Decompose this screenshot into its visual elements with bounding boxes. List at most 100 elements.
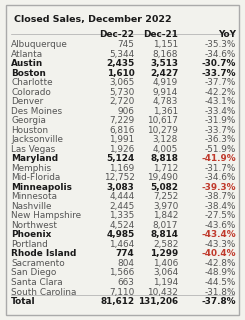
Text: 4,524: 4,524 bbox=[109, 221, 135, 230]
Text: 1,712: 1,712 bbox=[153, 164, 178, 173]
Text: YoY: YoY bbox=[218, 30, 236, 39]
Text: Closed Sales, December 2022: Closed Sales, December 2022 bbox=[13, 15, 171, 24]
Text: Northwest: Northwest bbox=[11, 221, 57, 230]
Text: 5,730: 5,730 bbox=[109, 88, 135, 97]
Text: -33.7%: -33.7% bbox=[202, 69, 236, 78]
Text: Boston: Boston bbox=[11, 69, 46, 78]
Text: 5,344: 5,344 bbox=[109, 50, 135, 59]
Text: -30.7%: -30.7% bbox=[202, 59, 236, 68]
Text: -48.9%: -48.9% bbox=[205, 268, 236, 277]
Text: Austin: Austin bbox=[11, 59, 43, 68]
Text: 3,970: 3,970 bbox=[153, 202, 178, 211]
Text: 774: 774 bbox=[116, 250, 135, 259]
Text: 12,752: 12,752 bbox=[104, 173, 135, 182]
Text: -34.6%: -34.6% bbox=[205, 50, 236, 59]
Text: 7,252: 7,252 bbox=[153, 192, 178, 201]
Text: 3,513: 3,513 bbox=[150, 59, 178, 68]
Text: -43.6%: -43.6% bbox=[205, 221, 236, 230]
Text: Las Vegas: Las Vegas bbox=[11, 145, 55, 154]
Text: -51.9%: -51.9% bbox=[205, 145, 236, 154]
Text: Charlotte: Charlotte bbox=[11, 78, 53, 87]
Text: -42.8%: -42.8% bbox=[205, 259, 236, 268]
Text: 8,017: 8,017 bbox=[153, 221, 178, 230]
Text: Phoenix: Phoenix bbox=[11, 230, 51, 239]
Text: 2,427: 2,427 bbox=[150, 69, 178, 78]
Text: 5,082: 5,082 bbox=[150, 183, 178, 192]
Text: -38.7%: -38.7% bbox=[205, 192, 236, 201]
Text: Denver: Denver bbox=[11, 97, 43, 106]
Text: 1,926: 1,926 bbox=[109, 145, 135, 154]
Text: 2,720: 2,720 bbox=[109, 97, 135, 106]
Text: Atlanta: Atlanta bbox=[11, 50, 43, 59]
Text: -37.7%: -37.7% bbox=[205, 78, 236, 87]
Text: 1,169: 1,169 bbox=[109, 164, 135, 173]
Text: -33.7%: -33.7% bbox=[205, 126, 236, 135]
Text: 1,406: 1,406 bbox=[153, 259, 178, 268]
Text: 131,206: 131,206 bbox=[138, 297, 178, 306]
Text: 10,432: 10,432 bbox=[147, 288, 178, 297]
Text: 7,110: 7,110 bbox=[109, 288, 135, 297]
Text: 10,279: 10,279 bbox=[147, 126, 178, 135]
Text: Dec-22: Dec-22 bbox=[100, 30, 135, 39]
Text: -43.1%: -43.1% bbox=[205, 97, 236, 106]
Text: -37.8%: -37.8% bbox=[202, 297, 236, 306]
Text: -27.5%: -27.5% bbox=[205, 212, 236, 220]
Text: 8,814: 8,814 bbox=[150, 230, 178, 239]
Text: -44.5%: -44.5% bbox=[205, 278, 236, 287]
Text: -35.3%: -35.3% bbox=[205, 40, 236, 49]
Text: 1,842: 1,842 bbox=[153, 212, 178, 220]
Text: -43.3%: -43.3% bbox=[205, 240, 236, 249]
Text: 8,818: 8,818 bbox=[150, 154, 178, 163]
Text: Portland: Portland bbox=[11, 240, 48, 249]
Text: 2,445: 2,445 bbox=[109, 202, 135, 211]
Text: Houston: Houston bbox=[11, 126, 48, 135]
Text: 9,914: 9,914 bbox=[153, 88, 178, 97]
Text: -38.4%: -38.4% bbox=[205, 202, 236, 211]
Text: Des Moines: Des Moines bbox=[11, 107, 62, 116]
Text: 3,128: 3,128 bbox=[153, 135, 178, 144]
Text: 1,151: 1,151 bbox=[153, 40, 178, 49]
Text: 906: 906 bbox=[118, 107, 135, 116]
Text: -36.3%: -36.3% bbox=[205, 135, 236, 144]
Text: 3,065: 3,065 bbox=[109, 78, 135, 87]
Text: San Diego: San Diego bbox=[11, 268, 56, 277]
Text: Memphis: Memphis bbox=[11, 164, 51, 173]
Text: Maryland: Maryland bbox=[11, 154, 58, 163]
Text: 4,444: 4,444 bbox=[109, 192, 135, 201]
Text: 19,490: 19,490 bbox=[147, 173, 178, 182]
Text: 663: 663 bbox=[118, 278, 135, 287]
Text: 2,435: 2,435 bbox=[106, 59, 135, 68]
Text: Georgia: Georgia bbox=[11, 116, 46, 125]
Text: -33.4%: -33.4% bbox=[205, 107, 236, 116]
Text: 10,617: 10,617 bbox=[147, 116, 178, 125]
Text: 1,361: 1,361 bbox=[153, 107, 178, 116]
Text: Minnesota: Minnesota bbox=[11, 192, 57, 201]
Text: -40.4%: -40.4% bbox=[202, 250, 236, 259]
Text: Dec-21: Dec-21 bbox=[143, 30, 178, 39]
Text: 745: 745 bbox=[118, 40, 135, 49]
Text: 5,124: 5,124 bbox=[106, 154, 135, 163]
Text: 4,985: 4,985 bbox=[106, 230, 135, 239]
Text: 4,783: 4,783 bbox=[153, 97, 178, 106]
Text: -31.9%: -31.9% bbox=[205, 116, 236, 125]
Text: 1,464: 1,464 bbox=[109, 240, 135, 249]
Text: Santa Clara: Santa Clara bbox=[11, 278, 63, 287]
Text: 1,194: 1,194 bbox=[153, 278, 178, 287]
Text: Sacramento: Sacramento bbox=[11, 259, 65, 268]
Text: Colorado: Colorado bbox=[11, 88, 51, 97]
Text: -31.8%: -31.8% bbox=[205, 288, 236, 297]
Text: 3,064: 3,064 bbox=[153, 268, 178, 277]
Text: Jacksonville: Jacksonville bbox=[11, 135, 63, 144]
Text: 4,919: 4,919 bbox=[153, 78, 178, 87]
Text: 1,610: 1,610 bbox=[107, 69, 135, 78]
Text: 3,083: 3,083 bbox=[107, 183, 135, 192]
Text: -31.7%: -31.7% bbox=[205, 164, 236, 173]
Text: Mid-Florida: Mid-Florida bbox=[11, 173, 60, 182]
Text: 1,299: 1,299 bbox=[150, 250, 178, 259]
Text: 1,991: 1,991 bbox=[109, 135, 135, 144]
Text: 1,335: 1,335 bbox=[109, 212, 135, 220]
Text: -34.6%: -34.6% bbox=[205, 173, 236, 182]
Text: -39.3%: -39.3% bbox=[202, 183, 236, 192]
Text: 7,229: 7,229 bbox=[109, 116, 135, 125]
Text: 6,816: 6,816 bbox=[109, 126, 135, 135]
